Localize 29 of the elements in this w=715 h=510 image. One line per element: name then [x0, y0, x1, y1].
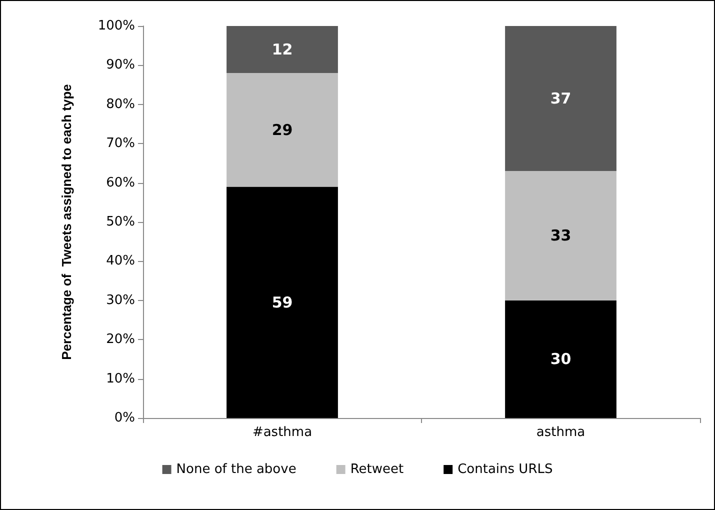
y-axis-title: Percentage of Tweets assigned to each type	[59, 84, 74, 360]
y-tick-label: 80%	[106, 96, 135, 112]
y-tick-label: 50%	[106, 214, 135, 230]
y-tick-label: 30%	[106, 292, 135, 308]
x-tick-label: asthma	[536, 425, 586, 440]
data-label: 37	[550, 90, 572, 108]
legend-label: None of the above	[176, 462, 296, 477]
data-label: 30	[550, 350, 572, 368]
bar	[226, 73, 338, 187]
bar	[505, 171, 616, 300]
bar	[505, 26, 616, 172]
y-tick-label: 60%	[106, 175, 135, 190]
y-tick-label: 20%	[106, 332, 135, 348]
data-label: 12	[272, 40, 293, 59]
y-tick-label: 90%	[106, 58, 135, 73]
legend-label: Retweet	[350, 462, 404, 477]
y-tick-label: 40%	[106, 254, 135, 269]
y-tick-label: 10%	[106, 371, 135, 386]
y-tick-label: 100%	[98, 18, 135, 34]
data-label: 29	[272, 120, 293, 139]
data-label: 33	[550, 226, 572, 245]
bar	[226, 186, 338, 418]
bar	[226, 26, 338, 74]
legend-label: Contains URLS	[458, 462, 553, 477]
y-tick-label: 0%	[114, 410, 135, 426]
y-tick-label: 70%	[106, 136, 135, 152]
bar	[505, 300, 616, 418]
x-tick-label: #asthma	[252, 425, 312, 440]
data-label: 59	[272, 293, 293, 312]
